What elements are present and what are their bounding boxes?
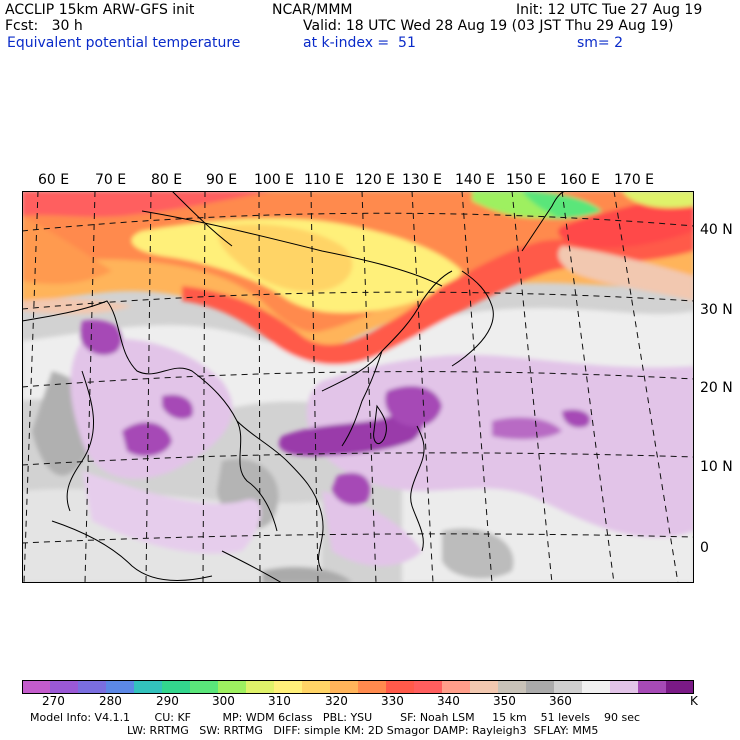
colorbar-label: 330 — [381, 694, 404, 708]
lon-label: 70 E — [95, 172, 127, 188]
colorbar-cell — [526, 680, 555, 694]
colorbar-cell — [274, 680, 303, 694]
lon-label: 140 E — [455, 172, 496, 188]
colorbar-label: 320 — [325, 694, 348, 708]
colorbar-cell — [22, 680, 51, 694]
lat-label: 0 — [700, 540, 709, 556]
lat-label: 30 N — [700, 302, 733, 318]
colorbar-cell — [470, 680, 499, 694]
lon-label: 150 E — [506, 172, 547, 188]
colorbar-cell — [246, 680, 275, 694]
colorbar-cell — [414, 680, 443, 694]
colorbar-cell — [134, 680, 163, 694]
colorbar-cell — [50, 680, 79, 694]
field-shading — [22, 191, 694, 583]
colorbar-cell — [610, 680, 639, 694]
colorbar-cell — [106, 680, 135, 694]
lon-label: 60 E — [38, 172, 70, 188]
smoothing-label: sm= 2 — [577, 35, 624, 51]
colorbar-cell — [358, 680, 387, 694]
lon-label: 130 E — [402, 172, 443, 188]
coastlines — [22, 191, 568, 583]
colorbar-label: 270 — [42, 694, 65, 708]
equivalent-potential-temperature-map — [22, 191, 694, 583]
colorbar-cell — [330, 680, 359, 694]
valid-time: Valid: 18 UTC Wed 28 Aug 19 (03 JST Thu … — [303, 18, 674, 34]
colorbar-cell — [582, 680, 611, 694]
colorbar-label: 300 — [212, 694, 235, 708]
lon-label: 100 E — [254, 172, 295, 188]
colorbar-label: 280 — [99, 694, 122, 708]
lat-label: 20 N — [700, 380, 733, 396]
graticule — [22, 191, 694, 583]
colorbar-label: 360 — [549, 694, 572, 708]
colorbar-cell — [554, 680, 583, 694]
institution-label: NCAR/MMM — [272, 2, 353, 18]
colorbar-cell — [162, 680, 191, 694]
colorbar-unit: K — [690, 694, 698, 708]
model-info-line2: LW: RRTMG SW: RRTMG DIFF: simple KM: 2D … — [127, 724, 599, 737]
lon-label: 160 E — [560, 172, 601, 188]
colorbar-cell — [190, 680, 219, 694]
colorbar-label: 290 — [156, 694, 179, 708]
lon-label: 110 E — [304, 172, 345, 188]
lon-label: 120 E — [355, 172, 396, 188]
lat-label: 40 N — [700, 222, 733, 238]
colorbar-cell — [78, 680, 107, 694]
map-frame — [22, 191, 694, 583]
level-index: at k-index = 51 — [303, 35, 416, 51]
colorbar-cell — [442, 680, 471, 694]
lon-label: 80 E — [151, 172, 183, 188]
lon-label: 90 E — [206, 172, 238, 188]
model-title: ACCLIP 15km ARW-GFS init — [5, 2, 195, 18]
init-time: Init: 12 UTC Tue 27 Aug 19 — [516, 2, 703, 18]
colorbar-label: 310 — [268, 694, 291, 708]
lon-label: 170 E — [614, 172, 655, 188]
colorbar-cell — [638, 680, 667, 694]
model-info-line1: Model Info: V4.1.1 CU: KF MP: WDM 6class… — [30, 711, 641, 724]
colorbar-cell — [386, 680, 415, 694]
colorbar-cell — [666, 680, 694, 694]
colorbar-label: 340 — [437, 694, 460, 708]
colorbar — [22, 680, 694, 694]
forecast-hour: Fcst: 30 h — [5, 18, 83, 34]
field-name: Equivalent potential temperature — [7, 35, 241, 51]
lat-label: 10 N — [700, 459, 733, 475]
colorbar-label: 350 — [493, 694, 516, 708]
colorbar-cell — [498, 680, 527, 694]
colorbar-cell — [218, 680, 247, 694]
colorbar-cell — [302, 680, 331, 694]
